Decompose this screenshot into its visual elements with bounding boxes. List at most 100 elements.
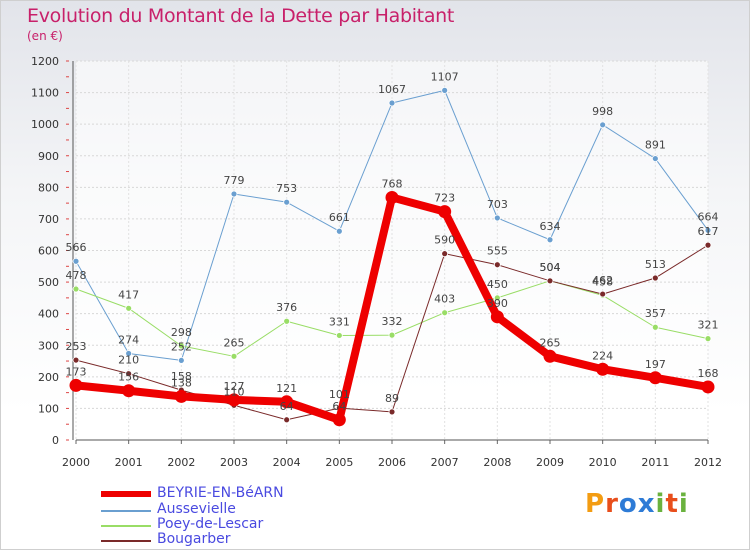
- chart-subtitle: (en €): [27, 29, 63, 43]
- data-point-poey-de-lescar: [230, 352, 238, 360]
- data-point-bougarber: [493, 261, 501, 269]
- data-label-poey-de-lescar: 458: [592, 275, 613, 288]
- data-point-aussevielle: [704, 226, 712, 234]
- data-point-bougarber: [599, 290, 607, 298]
- chart-title: Evolution du Montant de la Dette par Hab…: [27, 5, 455, 27]
- data-label-aussevielle: 634: [540, 220, 561, 233]
- data-label-poey-de-lescar: 417: [118, 288, 139, 301]
- y-tick-label: 800: [38, 181, 59, 194]
- data-label-beyrie-en-b-arn: 173: [66, 365, 87, 378]
- y-tick-label: 400: [38, 308, 59, 321]
- y-tick-label: 100: [38, 402, 59, 415]
- data-point-poey-de-lescar: [125, 304, 133, 312]
- data-point-poey-de-lescar: [441, 309, 449, 317]
- data-point-bougarber: [72, 356, 80, 364]
- data-point-aussevielle: [72, 257, 80, 265]
- data-label-poey-de-lescar: 504: [540, 261, 561, 274]
- legend-swatch-bougarber: [101, 540, 151, 542]
- logo-letter: o: [618, 489, 638, 519]
- data-point-aussevielle: [493, 214, 501, 222]
- data-point-poey-de-lescar: [72, 285, 80, 293]
- data-label-bougarber: 253: [66, 340, 87, 353]
- data-label-beyrie-en-b-arn: 197: [645, 358, 666, 371]
- data-point-aussevielle: [283, 198, 291, 206]
- x-tick-label: 2007: [431, 456, 459, 469]
- data-point-poey-de-lescar: [177, 342, 185, 350]
- data-label-bougarber: 64: [280, 400, 294, 413]
- data-point-beyrie-en-b-arn: [596, 362, 610, 376]
- y-tick-label: 1200: [31, 55, 59, 68]
- x-tick-label: 2005: [325, 456, 353, 469]
- x-tick-label: 2011: [641, 456, 669, 469]
- data-label-poey-de-lescar: 450: [487, 278, 508, 291]
- x-tick-label: 2008: [483, 456, 511, 469]
- data-label-bougarber: 110: [224, 385, 245, 398]
- data-point-beyrie-en-b-arn: [122, 384, 136, 398]
- x-tick-label: 2000: [62, 456, 90, 469]
- data-label-beyrie-en-b-arn: 64: [332, 400, 346, 413]
- data-label-bougarber: 590: [434, 234, 455, 247]
- logo-letter: i: [655, 489, 666, 519]
- data-point-beyrie-en-b-arn: [174, 389, 188, 403]
- data-point-aussevielle: [388, 99, 396, 107]
- data-label-poey-de-lescar: 376: [276, 301, 297, 314]
- logo-letter: x: [637, 489, 656, 519]
- data-label-aussevielle: 566: [66, 241, 87, 254]
- legend-swatch-poey: [101, 525, 151, 527]
- data-label-beyrie-en-b-arn: 224: [592, 349, 613, 362]
- y-tick-label: 200: [38, 371, 59, 384]
- x-tick-label: 2001: [115, 456, 143, 469]
- data-point-aussevielle: [335, 227, 343, 235]
- data-label-poey-de-lescar: 331: [329, 315, 350, 328]
- data-label-beyrie-en-b-arn: 768: [382, 177, 403, 190]
- data-label-aussevielle: 779: [224, 174, 245, 187]
- data-label-aussevielle: 252: [171, 340, 192, 353]
- data-label-poey-de-lescar: 321: [698, 319, 719, 332]
- y-tick-label: 500: [38, 276, 59, 289]
- data-label-aussevielle: 274: [118, 333, 139, 346]
- legend-swatch-aussevielle: [101, 510, 151, 512]
- data-label-bougarber: 210: [118, 354, 139, 367]
- data-label-aussevielle: 703: [487, 198, 508, 211]
- legend-label-bougarber: Bougarber: [157, 531, 231, 547]
- data-label-beyrie-en-b-arn: 138: [171, 376, 192, 389]
- data-label-bougarber: 617: [698, 225, 719, 238]
- data-label-aussevielle: 1107: [431, 70, 459, 83]
- logo-letter: P: [585, 489, 606, 519]
- data-label-beyrie-en-b-arn: 127: [224, 380, 245, 393]
- data-point-poey-de-lescar: [704, 335, 712, 343]
- data-point-bougarber: [546, 277, 554, 285]
- x-tick-label: 2006: [378, 456, 406, 469]
- data-label-aussevielle: 998: [592, 105, 613, 118]
- legend-label-aussevielle: Aussevielle: [157, 501, 236, 517]
- x-tick-label: 2003: [220, 456, 248, 469]
- data-point-beyrie-en-b-arn: [280, 395, 294, 409]
- data-point-bougarber: [388, 408, 396, 416]
- proxiti-logo: Proxiti: [585, 489, 689, 519]
- data-label-poey-de-lescar: 332: [382, 315, 403, 328]
- data-point-aussevielle: [230, 190, 238, 198]
- data-label-beyrie-en-b-arn: 168: [698, 367, 719, 380]
- data-label-aussevielle: 891: [645, 139, 666, 152]
- legend-swatch-beyrie: [101, 491, 151, 497]
- data-label-bougarber: 555: [487, 245, 508, 258]
- data-label-aussevielle: 753: [276, 182, 297, 195]
- data-point-poey-de-lescar: [493, 294, 501, 302]
- data-label-beyrie-en-b-arn: 390: [487, 297, 508, 310]
- data-label-beyrie-en-b-arn: 121: [276, 382, 297, 395]
- data-point-aussevielle: [125, 350, 133, 357]
- data-label-poey-de-lescar: 478: [66, 269, 87, 282]
- data-point-aussevielle: [599, 121, 607, 129]
- data-point-poey-de-lescar: [283, 317, 291, 325]
- data-label-poey-de-lescar: 357: [645, 307, 666, 320]
- data-point-aussevielle: [651, 155, 659, 162]
- data-point-aussevielle: [546, 236, 554, 244]
- data-label-poey-de-lescar: 403: [434, 293, 455, 306]
- data-point-bougarber: [704, 241, 712, 249]
- data-point-bougarber: [441, 250, 449, 258]
- x-tick-label: 2009: [536, 456, 564, 469]
- data-point-aussevielle: [177, 357, 185, 364]
- data-label-poey-de-lescar: 265: [224, 336, 245, 349]
- data-point-beyrie-en-b-arn: [701, 380, 715, 394]
